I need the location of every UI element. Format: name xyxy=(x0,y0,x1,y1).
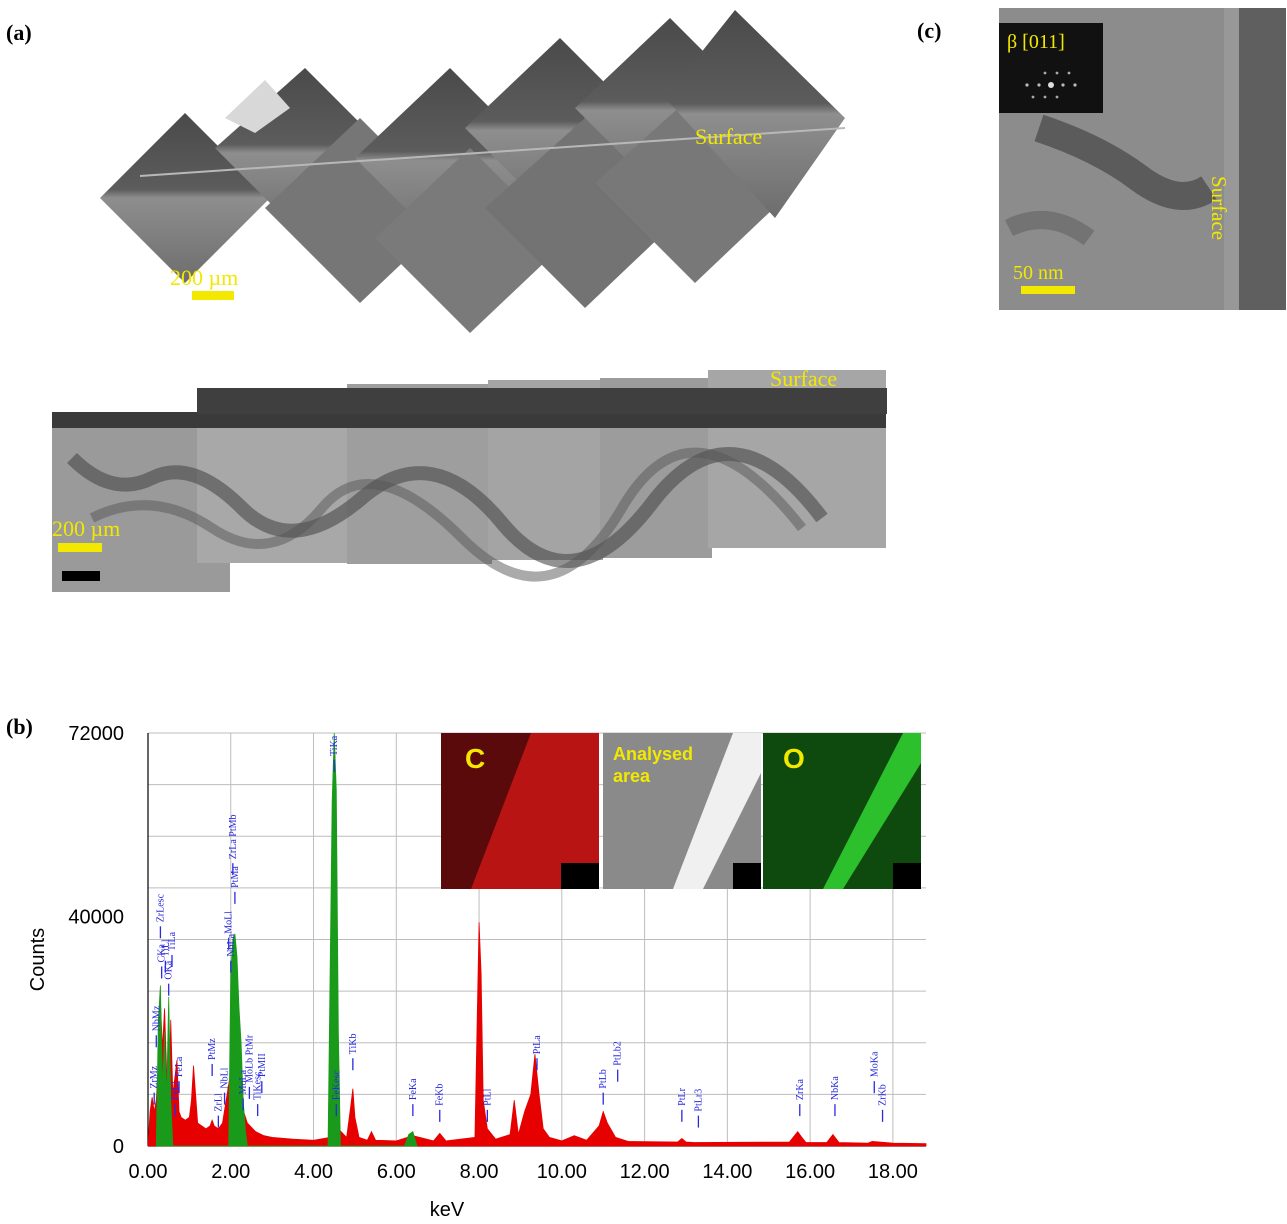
scale-bar-top xyxy=(192,291,234,300)
x-tick-label: 18.00 xyxy=(868,1161,918,1183)
x-tick-label: 0.00 xyxy=(129,1161,168,1183)
surface-label-c: Surface xyxy=(1207,176,1231,241)
peak-label: PtLb2 xyxy=(613,1041,624,1065)
eds-spectrum-chart: 0.00 2.00 4.00 6.00 8.00 10.00 12.00 14.00 16.00… xyxy=(27,723,927,1221)
spectrum-series-1 xyxy=(155,732,418,1147)
peak-label: PtLl xyxy=(482,1088,493,1105)
peak-label: PtMII xyxy=(257,1053,268,1077)
x-tick-label: 14.00 xyxy=(702,1161,752,1183)
peak-label: NbMz xyxy=(151,1005,162,1031)
scale-label-bottom: 200 µm xyxy=(52,516,121,541)
peak-label: ZrLl xyxy=(213,1093,224,1112)
peak-label: MoLa xyxy=(238,1069,249,1094)
micrograph-tiles xyxy=(100,10,846,333)
x-tick-label: 12.00 xyxy=(620,1161,670,1183)
x-tick-label: 4.00 xyxy=(294,1161,333,1183)
scale-label-top: 200 µm xyxy=(170,265,239,290)
scale-label-c: 50 nm xyxy=(1013,262,1064,284)
scale-bar-c xyxy=(1021,286,1075,294)
x-axis-label: keV xyxy=(430,1199,465,1221)
panel-c-label: (c) xyxy=(917,18,942,43)
panel-a-label: (a) xyxy=(6,20,32,45)
panel-a-top-montage: Surface 200 µm xyxy=(95,8,855,338)
peak-label: PtLa xyxy=(532,1035,543,1054)
spectrum-series-0 xyxy=(147,744,927,1147)
y-axis-label: Counts xyxy=(27,928,49,991)
x-tick-label: 10.00 xyxy=(537,1161,587,1183)
inset-carbon-label: C xyxy=(465,743,486,774)
peak-label: TiLl xyxy=(160,939,171,957)
y-tick-label: 0 xyxy=(113,1136,124,1158)
micrograph-strip xyxy=(52,370,887,592)
x-tick-label: 2.00 xyxy=(211,1161,250,1183)
peak-label: FeKb xyxy=(435,1084,446,1106)
scale-bar-bottom xyxy=(58,543,102,552)
inset-analysed-area: Analysed area xyxy=(603,733,761,889)
peak-label: FeKa xyxy=(408,1078,419,1100)
peak-label: FeLa xyxy=(174,1056,185,1077)
peak-label: FeKesc xyxy=(331,1070,342,1101)
diffraction-label: β [011] xyxy=(1007,31,1065,53)
panel-a-bottom-montage: Surface 200 µm xyxy=(52,366,887,592)
peak-label: ZrKa xyxy=(795,1078,806,1100)
peak-label: TiLa xyxy=(167,931,178,951)
surface-label-bottom: Surface xyxy=(770,366,838,391)
peak-label: NbKa xyxy=(830,1076,841,1100)
x-tick-label: 8.00 xyxy=(460,1161,499,1183)
peak-label: CKa xyxy=(157,944,168,963)
inset-analysed-label: Analysed area xyxy=(613,744,694,786)
peak-label: PtMz xyxy=(207,1038,218,1060)
inset-carbon-map: C xyxy=(441,733,599,889)
eds-map-insets: C Analysed area O xyxy=(441,733,921,889)
peak-label: ZrLa PtMb xyxy=(228,814,239,859)
diffraction-pattern xyxy=(1025,71,1077,99)
surface-label-top: Surface xyxy=(695,124,763,149)
peak-label: MoLl xyxy=(224,911,235,934)
peak-label: PtLb xyxy=(598,1069,609,1088)
peak-label: OKa xyxy=(164,960,175,979)
panel-b-label: (b) xyxy=(6,714,33,739)
peak-label: PtLr3 xyxy=(693,1089,704,1112)
panel-c-micrograph: β [011] Surface 50 nm xyxy=(999,8,1286,310)
peak-label: NbLa xyxy=(226,933,237,956)
peak-label: TiKb xyxy=(348,1033,359,1054)
peak-label: ZrLesc xyxy=(155,893,166,922)
x-tick-label: 16.00 xyxy=(785,1161,835,1183)
peak-label: ZrMz xyxy=(149,1065,160,1088)
peak-label: MoKa xyxy=(869,1051,880,1077)
peak-label: FeLl xyxy=(170,1081,181,1100)
peak-label: PtMa xyxy=(230,866,241,888)
y-tick-label: 72000 xyxy=(68,723,124,745)
x-tick-label: 6.00 xyxy=(377,1161,416,1183)
y-tick-label: 40000 xyxy=(68,907,124,929)
peak-label: PtLr xyxy=(677,1087,688,1105)
peak-label: MoLb PtMr xyxy=(244,1034,255,1083)
peak-label: ZrKb xyxy=(878,1084,889,1106)
peak-label: TiKa xyxy=(329,735,340,756)
inset-oxygen-label: O xyxy=(783,743,805,774)
peak-label: NbLl xyxy=(220,1067,231,1088)
peak-label: TiKesc xyxy=(253,1071,264,1100)
inset-oxygen-map: O xyxy=(763,733,921,889)
diffraction-inset: β [011] xyxy=(999,23,1103,113)
